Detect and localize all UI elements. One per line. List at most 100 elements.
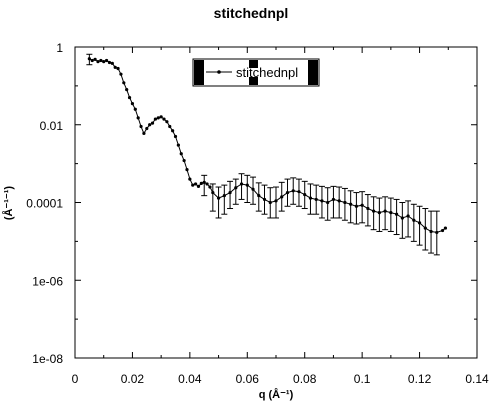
data-point bbox=[228, 191, 231, 194]
data-point bbox=[211, 191, 214, 194]
y-tick-label: 1e-08 bbox=[32, 352, 63, 366]
x-axis-ticks: 0 0.02 0.04 0.06 0.08 0.1 0.12 0.14 bbox=[72, 47, 489, 386]
legend-marker-sample bbox=[217, 70, 221, 74]
data-point bbox=[286, 191, 289, 194]
data-point bbox=[139, 125, 142, 128]
legend-right-block bbox=[308, 60, 318, 85]
x-tick-label: 0.1 bbox=[354, 372, 371, 386]
data-point bbox=[355, 205, 358, 208]
data-point bbox=[389, 211, 392, 214]
y-tick-label: 1e-06 bbox=[32, 274, 63, 288]
data-point bbox=[183, 159, 186, 162]
data-point bbox=[315, 198, 318, 201]
legend-label: stitchednpl bbox=[236, 65, 298, 80]
data-point bbox=[188, 177, 191, 180]
data-point bbox=[269, 201, 272, 204]
data-point bbox=[125, 88, 128, 91]
data-point bbox=[326, 201, 329, 204]
data-point bbox=[108, 61, 111, 64]
data-point bbox=[134, 108, 137, 111]
data-point bbox=[151, 122, 154, 125]
data-point bbox=[208, 185, 211, 188]
data-point bbox=[217, 196, 220, 199]
data-point bbox=[105, 59, 108, 62]
data-point bbox=[88, 57, 91, 60]
data-point bbox=[203, 181, 206, 184]
x-tick-label: 0.08 bbox=[293, 372, 317, 386]
y-axis-ticks: 1e-08 1e-06 0.0001 0.01 1 bbox=[26, 41, 477, 366]
data-point bbox=[194, 182, 197, 185]
data-point bbox=[122, 81, 125, 84]
legend-left-block bbox=[194, 60, 204, 85]
data-point bbox=[384, 210, 387, 213]
data-point bbox=[102, 60, 105, 63]
x-tick-label: 0.04 bbox=[178, 372, 202, 386]
y-tick-label: 0.01 bbox=[40, 119, 64, 133]
data-point bbox=[280, 195, 283, 198]
data-point bbox=[180, 152, 183, 155]
data-point bbox=[429, 230, 432, 233]
data-point bbox=[174, 135, 177, 138]
data-point bbox=[366, 207, 369, 210]
data-point bbox=[94, 58, 97, 61]
data-point bbox=[424, 226, 427, 229]
legend: stitchednpl bbox=[193, 59, 319, 86]
x-axis-label: q (Å⁻¹) bbox=[259, 388, 294, 401]
data-point bbox=[171, 129, 174, 132]
data-point bbox=[240, 182, 243, 185]
data-point bbox=[418, 221, 421, 224]
data-point bbox=[343, 201, 346, 204]
data-point bbox=[257, 194, 260, 197]
data-point bbox=[435, 231, 438, 234]
data-point bbox=[148, 123, 151, 126]
data-point bbox=[234, 186, 237, 189]
x-tick-label: 0.02 bbox=[121, 372, 145, 386]
data-point bbox=[406, 214, 409, 217]
data-point bbox=[297, 190, 300, 193]
data-point bbox=[165, 120, 168, 123]
data-point bbox=[168, 125, 171, 128]
data-point bbox=[142, 132, 145, 135]
data-point bbox=[412, 219, 415, 222]
data-point bbox=[162, 117, 165, 120]
data-point bbox=[191, 184, 194, 187]
data-point bbox=[111, 62, 114, 65]
data-point bbox=[332, 198, 335, 201]
x-tick-label: 0 bbox=[72, 372, 79, 386]
data-point bbox=[177, 143, 180, 146]
data-point bbox=[444, 226, 447, 229]
y-tick-label: 1 bbox=[56, 41, 63, 55]
data-point bbox=[200, 182, 203, 185]
data-point bbox=[395, 213, 398, 216]
data-point bbox=[338, 199, 341, 202]
data-point bbox=[128, 96, 131, 99]
x-tick-label: 0.14 bbox=[465, 372, 489, 386]
data-point bbox=[378, 211, 381, 214]
data-point bbox=[292, 189, 295, 192]
chart-title: stitchednpl bbox=[214, 5, 289, 21]
data-point bbox=[361, 204, 364, 207]
data-point bbox=[372, 210, 375, 213]
data-point bbox=[401, 216, 404, 219]
data-point bbox=[223, 194, 226, 197]
data-point bbox=[303, 193, 306, 196]
data-point bbox=[160, 115, 163, 118]
data-point bbox=[131, 102, 134, 105]
data-point bbox=[154, 117, 157, 120]
data-point bbox=[441, 229, 444, 232]
data-point bbox=[96, 60, 99, 63]
data-point bbox=[157, 116, 160, 119]
y-axis-label: (Å⁻¹⁻¹) bbox=[2, 186, 15, 221]
x-tick-label: 0.06 bbox=[236, 372, 260, 386]
data-point bbox=[119, 73, 122, 76]
data-point bbox=[91, 59, 94, 62]
data-point bbox=[197, 185, 200, 188]
data-point bbox=[349, 203, 352, 206]
data-point bbox=[251, 188, 254, 191]
x-tick-label: 0.12 bbox=[408, 372, 432, 386]
data-point bbox=[320, 199, 323, 202]
data-point bbox=[114, 66, 117, 69]
data-point bbox=[205, 182, 208, 185]
